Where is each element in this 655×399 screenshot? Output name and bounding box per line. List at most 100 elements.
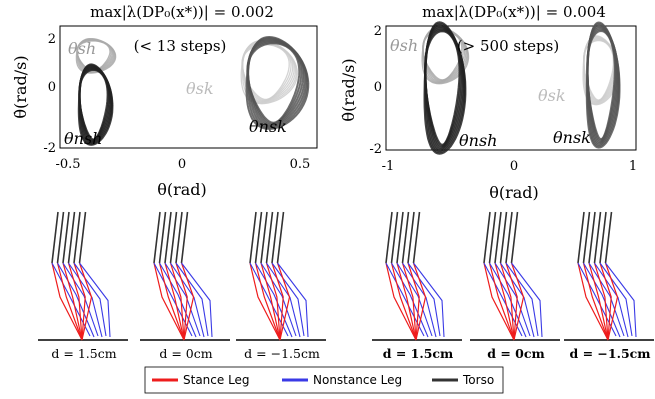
label-nsk-right: θnsk <box>553 128 591 147</box>
torso-5-3 <box>593 211 602 264</box>
stance-leg-4-5 <box>510 262 525 341</box>
stance-leg-1-2 <box>164 262 185 341</box>
xtick-left-3: 0.5 <box>290 157 311 172</box>
nonstance-leg-2-4 <box>271 262 305 337</box>
stance-leg-2-5 <box>276 262 291 341</box>
caption-right-1: d = 1.5cm <box>383 346 454 361</box>
xlabel-right: θ(rad) <box>489 183 539 202</box>
stance-leg-3-2 <box>396 262 417 341</box>
nonstance-leg-4-5 <box>511 262 543 338</box>
nonstance-leg-0-2 <box>62 262 99 337</box>
caption-left-2: d = 0cm <box>159 346 212 361</box>
stance-leg-2-2 <box>260 262 281 341</box>
nonstance-leg-0-5 <box>79 262 111 338</box>
torso-5-5 <box>604 211 613 264</box>
torso-4-0 <box>483 211 491 264</box>
stance-leg-1-3 <box>169 262 185 341</box>
nonstance-leg-5-5 <box>605 262 637 338</box>
ytick-right-2: 2 <box>374 24 382 39</box>
stance-leg-1-1 <box>158 262 185 341</box>
nonstance-leg-0-4 <box>73 262 107 337</box>
stance-leg-2-3 <box>265 262 281 341</box>
caption-right-2: d = 0cm <box>487 346 544 361</box>
ytick-right-neg2: -2 <box>369 142 382 157</box>
orbit-0-2-6 <box>240 39 299 105</box>
stance-leg-4-0 <box>483 262 515 341</box>
torso-1-2 <box>164 211 172 264</box>
torso-2-2 <box>260 211 268 264</box>
nonstance-leg-5-1 <box>583 262 621 338</box>
annotation-right: (> 500 steps) <box>457 37 559 55</box>
nonstance-leg-3-2 <box>396 262 433 337</box>
curves-right <box>421 21 621 155</box>
torso-2-0 <box>249 211 257 264</box>
torso-1-0 <box>153 211 161 264</box>
nonstance-leg-3-0 <box>385 262 425 337</box>
legend-label-stance: Stance Leg <box>183 373 250 387</box>
label-nsk-left: θnsk <box>249 117 287 136</box>
nonstance-leg-2-0 <box>249 262 289 337</box>
nonstance-leg-3-4 <box>407 262 441 337</box>
nonstance-leg-5-4 <box>599 262 633 337</box>
torso-1-5 <box>180 211 189 264</box>
torso-4-2 <box>494 211 502 264</box>
torso-0-3 <box>67 211 76 264</box>
stance-leg-2-1 <box>254 262 281 341</box>
torso-0-2 <box>62 211 70 264</box>
legend: Stance Leg Nonstance Leg Torso <box>144 366 504 394</box>
ylabel-right: θ̇(rad/s) <box>339 58 358 121</box>
ytick-right-0: 0 <box>374 80 382 95</box>
caption-right-3: d = −1.5cm <box>570 346 651 361</box>
label-nsh-left: θnsh <box>64 129 102 148</box>
ytick-left-2: 2 <box>48 32 56 47</box>
torso-5-4 <box>599 211 607 264</box>
axes-box-right <box>385 25 637 151</box>
torso-4-4 <box>505 211 513 264</box>
nonstance-leg-4-4 <box>505 262 539 337</box>
stance-leg-0-3 <box>67 262 83 341</box>
stance-leg-0-0 <box>51 262 83 341</box>
nonstance-leg-4-1 <box>489 262 527 338</box>
stance-leg-1-0 <box>153 262 185 341</box>
curves-left <box>75 35 310 146</box>
stance-leg-3-3 <box>401 262 417 341</box>
torso-5-0 <box>577 211 585 264</box>
xtick-left-1: -0.5 <box>55 157 80 172</box>
xlabel-left: θ(rad) <box>157 180 207 199</box>
nonstance-leg-5-2 <box>588 262 625 337</box>
phase-plot-left: max|λ(DP₀(x*))| = 0.002 (< 13 steps) θsh… <box>11 3 318 199</box>
nonstance-leg-5-0 <box>577 262 617 337</box>
stance-leg-5-5 <box>604 262 619 341</box>
torso-1-3 <box>169 211 178 264</box>
panel-title-right: max|λ(DP₀(x*))| = 0.004 <box>422 3 606 21</box>
torso-2-4 <box>271 211 279 264</box>
nonstance-leg-4-2 <box>494 262 531 337</box>
torso-2-3 <box>265 211 274 264</box>
torso-1-4 <box>175 211 183 264</box>
xtick-right-1: -1 <box>382 159 395 174</box>
torso-5-2 <box>588 211 596 264</box>
label-sk-left: θsk <box>186 79 214 98</box>
orbit-1-3-6 <box>585 21 621 149</box>
stance-leg-3-0 <box>385 262 417 341</box>
ytick-left-0: 0 <box>48 80 56 95</box>
torso-1-1 <box>158 211 167 264</box>
stance-leg-5-2 <box>588 262 609 341</box>
stance-leg-0-1 <box>56 262 83 341</box>
torso-3-0 <box>385 211 393 264</box>
torso-3-5 <box>412 211 421 264</box>
stance-leg-4-4 <box>505 262 518 341</box>
stance-leg-0-4 <box>73 262 86 341</box>
stance-leg-0-2 <box>62 262 83 341</box>
label-sh-left: θsh <box>68 39 96 58</box>
stance-leg-5-3 <box>593 262 609 341</box>
nonstance-leg-0-0 <box>51 262 91 337</box>
stance-leg-5-4 <box>599 262 612 341</box>
torso-2-1 <box>254 211 263 264</box>
stance-leg-2-0 <box>249 262 281 341</box>
orbit-0-1-6 <box>77 63 114 146</box>
stance-leg-4-1 <box>488 262 515 341</box>
legend-label-nonstance: Nonstance Leg <box>313 373 402 387</box>
stance-leg-1-4 <box>175 262 188 341</box>
label-sh-right: θsh <box>390 36 418 55</box>
